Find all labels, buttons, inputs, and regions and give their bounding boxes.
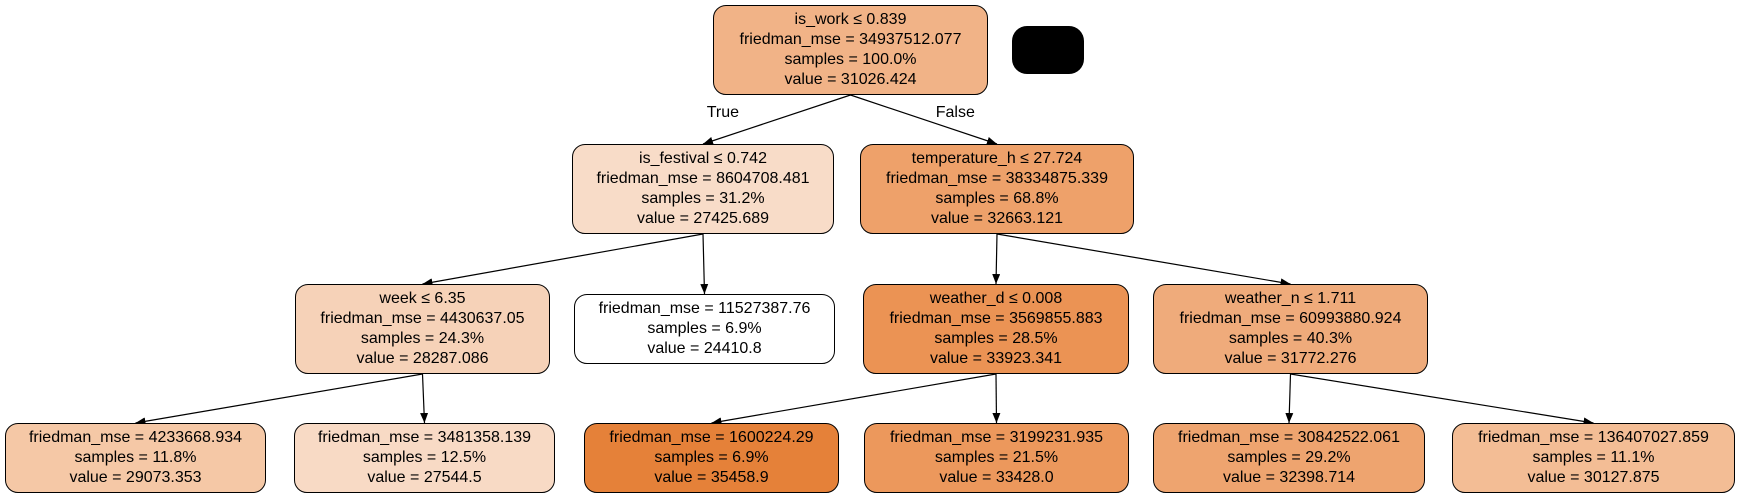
tree-node-n2: temperature_h ≤ 27.724 friedman_mse = 383… (860, 144, 1134, 234)
tree-node-n12: friedman_mse = 136407027.859 samples = 11… (1452, 423, 1735, 493)
node-text-line: samples = 29.2% (1227, 449, 1351, 466)
edge-n3-n7 (135, 373, 423, 426)
tree-node-n1: is_festival ≤ 0.742 friedman_mse = 860470… (572, 144, 834, 234)
node-text-line: samples = 24.3% (360, 330, 485, 347)
node-text-line: samples = 68.8% (935, 190, 1059, 207)
tree-node-n3: week ≤ 6.35 friedman_mse = 4430637.05 samp… (295, 284, 550, 374)
node-text-line: samples = 28.5% (934, 330, 1058, 347)
node-text-line: samples = 6.9% (647, 320, 762, 337)
node-text-line: friedman_mse = 8604708.481 (596, 170, 810, 187)
tree-node-n10: friedman_mse = 3199231.935 samples = 21.5… (864, 423, 1129, 493)
node-text-line: samples = 100.0% (784, 51, 917, 68)
node-text-line: friedman_mse = 11527387.76 (598, 300, 811, 317)
node-text-line: value = 28287.086 (356, 350, 489, 367)
node-text-line: is_festival ≤ 0.742 (639, 150, 767, 167)
node-text-line: samples = 6.9% (654, 449, 769, 466)
node-text-line: samples = 11.1% (1532, 449, 1655, 466)
node-text-line: temperature_h ≤ 27.724 (911, 150, 1083, 167)
edge-label-false: False (935, 103, 975, 121)
node-text-line: friedman_mse = 3481358.139 (317, 429, 532, 446)
edge-n6-n12 (1290, 373, 1594, 426)
edge-n0-n1 (702, 94, 851, 145)
edge-n6-n11 (1285, 373, 1294, 424)
node-text-line: samples = 40.3% (1228, 330, 1353, 347)
edge-n5-n9 (711, 373, 997, 426)
node-text-line: value = 27425.689 (636, 210, 770, 227)
node-text-line: value = 31026.424 (784, 71, 917, 88)
edge-n5-n10 (992, 373, 1001, 424)
tree-node-n8: friedman_mse = 3481358.139 samples = 12.5… (294, 423, 555, 493)
node-text-line: weather_n ≤ 1.711 (1224, 290, 1357, 307)
edge-n2-n6 (996, 233, 1291, 287)
node-text-line: value = 24410.8 (647, 340, 762, 357)
node-text-line: friedman_mse = 30842522.061 (1178, 429, 1400, 446)
edge-n0-n2 (850, 94, 998, 145)
tree-node-n9: friedman_mse = 1600224.29 samples = 6.9% v… (584, 423, 839, 493)
node-text-line: value = 29073.353 (69, 469, 202, 486)
edge-n1-n4 (700, 233, 709, 295)
node-text-line: is_work ≤ 0.839 (794, 11, 907, 28)
node-text-line: value = 35458.9 (654, 469, 769, 486)
node-text-line: friedman_mse = 1600224.29 (609, 429, 814, 446)
node-text-line: week ≤ 6.35 (379, 290, 466, 307)
node-text-line: friedman_mse = 3569855.883 (889, 310, 1103, 327)
node-text-line: value = 32663.121 (930, 210, 1064, 227)
edge-n3-n8 (420, 373, 429, 424)
node-text-line: value = 33428.0 (939, 469, 1054, 486)
tree-node-n4: friedman_mse = 11527387.76 samples = 6.9%… (574, 294, 835, 364)
node-text-line: value = 30127.875 (1527, 469, 1660, 486)
node-text-line: samples = 21.5% (934, 449, 1059, 466)
tree-node-n7: friedman_mse = 4233668.934 samples = 11.8… (5, 423, 266, 493)
node-text-line: value = 33923.341 (929, 350, 1063, 367)
node-text-line: samples = 11.8% (74, 449, 197, 466)
edge-n2-n5 (992, 233, 1001, 285)
tree-node-n6: weather_n ≤ 1.711 friedman_mse = 60993880… (1153, 284, 1428, 374)
node-text-line: friedman_mse = 4430637.05 (320, 310, 525, 327)
node-text-line: friedman_mse = 38334875.339 (886, 170, 1108, 187)
edge-label-true: True (706, 103, 740, 121)
redaction-block (1012, 26, 1084, 74)
node-text-line: friedman_mse = 34937512.077 (739, 31, 962, 48)
node-text-line: samples = 12.5% (362, 449, 487, 466)
node-text-line: friedman_mse = 3199231.935 (889, 429, 1104, 446)
node-text-line: friedman_mse = 4233668.934 (28, 429, 243, 446)
node-text-line: value = 32398.714 (1222, 469, 1356, 486)
node-text-line: weather_d ≤ 0.008 (929, 290, 1063, 307)
tree-node-n5: weather_d ≤ 0.008 friedman_mse = 3569855.… (863, 284, 1129, 374)
tree-node-n11: friedman_mse = 30842522.061 samples = 29.… (1153, 423, 1425, 493)
node-text-line: value = 31772.276 (1224, 350, 1357, 367)
edge-n1-n3 (422, 233, 704, 287)
node-text-line: value = 27544.5 (367, 469, 482, 486)
node-text-line: friedman_mse = 136407027.859 (1478, 429, 1709, 446)
node-text-line: samples = 31.2% (641, 190, 765, 207)
node-text-line: friedman_mse = 60993880.924 (1179, 310, 1402, 327)
tree-node-n0: is_work ≤ 0.839 friedman_mse = 34937512.0… (713, 5, 988, 95)
